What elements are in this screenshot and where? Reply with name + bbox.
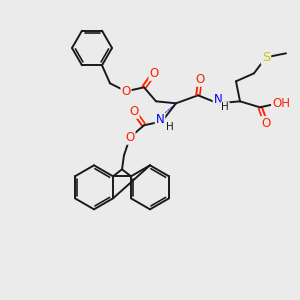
Text: O: O <box>195 73 205 86</box>
Text: O: O <box>122 85 130 98</box>
Text: H: H <box>166 122 174 132</box>
Text: O: O <box>149 67 159 80</box>
Text: O: O <box>129 105 139 118</box>
Text: N: N <box>214 93 222 106</box>
Text: N: N <box>156 113 164 126</box>
Text: O: O <box>261 117 271 130</box>
Text: H: H <box>221 102 229 112</box>
Text: O: O <box>125 131 135 144</box>
Text: OH: OH <box>272 97 290 110</box>
Text: S: S <box>262 51 270 64</box>
